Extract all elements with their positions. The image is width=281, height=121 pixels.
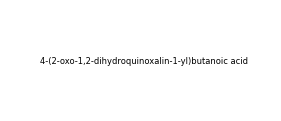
Text: 4-(2-oxo-1,2-dihydroquinoxalin-1-yl)butanoic acid: 4-(2-oxo-1,2-dihydroquinoxalin-1-yl)buta…: [40, 57, 248, 66]
